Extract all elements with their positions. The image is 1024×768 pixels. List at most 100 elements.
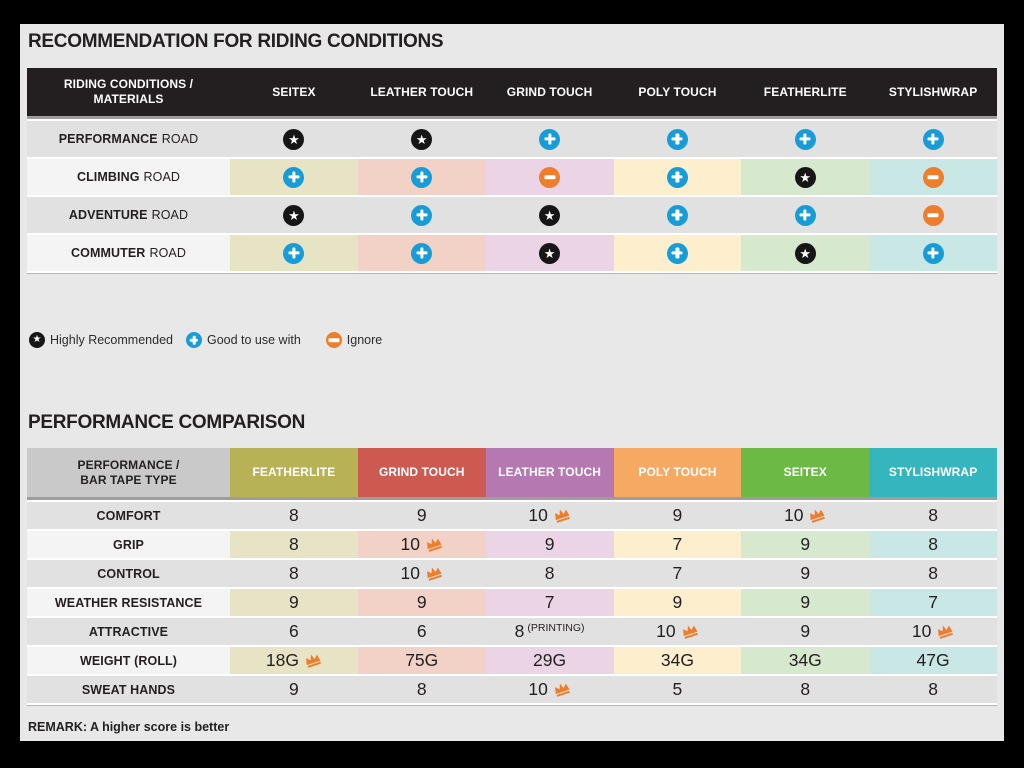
score-value: 9 <box>416 592 427 612</box>
recommendation-cell <box>357 235 486 271</box>
score-value: 7 <box>672 563 683 583</box>
column-header-poly-touch: POLY TOUCH <box>613 448 742 497</box>
recommendation-cell: ★ <box>485 197 614 233</box>
score-value: 7 <box>544 592 555 612</box>
row-performance-road: PERFORMANCE ROAD ★ ★ <box>27 121 997 157</box>
recommendation-cell <box>869 159 997 195</box>
recommendation-cell <box>485 159 614 195</box>
row-label-strong: PERFORMANCE <box>58 132 158 146</box>
score-value: 9 <box>289 592 299 612</box>
score-value: 9 <box>800 592 811 612</box>
plus-icon <box>283 166 305 188</box>
score-cell: 10 <box>485 676 614 703</box>
minus-icon <box>922 166 944 188</box>
score-cell: 8 <box>485 560 614 587</box>
column-header-leather-touch: LEATHER TOUCH <box>370 84 474 99</box>
performance-corner-header: PERFORMANCE / BAR TAPE TYPE <box>27 448 230 497</box>
score-value: 8 <box>928 679 938 699</box>
score-value: 10 <box>400 563 420 583</box>
row-label: COMFORT <box>27 502 230 529</box>
score-cell: 47G <box>869 647 997 674</box>
column-header-seitex: SEITEX <box>741 448 870 497</box>
score-cell: 9 <box>613 502 742 529</box>
row-label-light: ROAD <box>151 208 189 222</box>
plus-icon <box>666 242 688 264</box>
score-value: 8 <box>416 679 427 699</box>
row-weather-resistance: WEATHER RESISTANCE 9 9 7 9 9 7 <box>27 589 997 616</box>
score-value: 9 <box>289 679 299 699</box>
riding-conditions-body: PERFORMANCE ROAD ★ ★ CLIMBING ROAD ★ ADVENTURE R… <box>27 119 997 274</box>
score-value: 10 <box>656 621 676 641</box>
score-value: 8 <box>289 563 299 583</box>
row-label: COMMUTER ROAD <box>27 235 230 271</box>
score-cell: 7 <box>485 589 614 616</box>
recommendation-cell <box>741 197 870 233</box>
score-cell: 8 (PRINTING) <box>485 618 614 645</box>
performance-header-row: PERFORMANCE / BAR TAPE TYPE FEATHERLITE G… <box>27 448 997 500</box>
score-cell: 6 <box>230 618 358 645</box>
crown-icon <box>423 564 445 587</box>
page-content: RECOMMENDATION FOR RIDING CONDITIONS RID… <box>20 24 1004 741</box>
plus-icon <box>922 242 944 264</box>
riding-conditions-table: RIDING CONDITIONS / MATERIALS SEITEX LEAT… <box>27 68 997 274</box>
score-value: 6 <box>416 621 427 641</box>
score-value: 8 <box>928 505 938 525</box>
score-value: 8 <box>289 534 299 554</box>
score-cell: 9 <box>741 589 870 616</box>
score-cell: 9 <box>741 618 870 645</box>
score-cell: 5 <box>613 676 742 703</box>
star-icon: ★ <box>539 204 561 226</box>
score-value: 47G <box>916 650 950 670</box>
row-label: SWEAT HANDS <box>27 676 230 703</box>
recommendation-cell <box>230 159 358 195</box>
score-cell: 10 <box>485 502 614 529</box>
score-value: 8 <box>928 534 938 554</box>
score-value: 10 <box>528 679 548 699</box>
row-label: WEIGHT (ROLL) <box>27 647 230 674</box>
recommendation-cell <box>613 197 742 233</box>
score-value: 5 <box>672 679 683 699</box>
score-cell: 10 <box>869 618 997 645</box>
score-cell: 9 <box>357 502 486 529</box>
row-adventure-road: ADVENTURE ROAD ★ ★ <box>27 197 997 233</box>
legend-label: Ignore <box>346 333 383 347</box>
score-cell: 8 <box>357 676 486 703</box>
recommendation-cell: ★ <box>230 197 358 233</box>
row-label: ADVENTURE ROAD <box>27 197 230 233</box>
score-cell: 6 <box>357 618 486 645</box>
section2-title: PERFORMANCE COMPARISON <box>28 412 305 433</box>
score-value: 9 <box>800 534 811 554</box>
score-value: 18G <box>265 650 299 670</box>
row-label-light: ROAD <box>149 246 186 260</box>
score-cell: 75G <box>357 647 486 674</box>
score-value: 29G <box>533 650 567 670</box>
crown-icon <box>679 622 701 645</box>
score-value: 9 <box>800 621 811 641</box>
score-value: 34G <box>788 650 822 670</box>
score-cell: 9 <box>613 589 742 616</box>
score-value: 9 <box>672 505 683 525</box>
score-cell: 9 <box>230 589 358 616</box>
row-label: PERFORMANCE ROAD <box>27 121 230 157</box>
row-commuter-road: COMMUTER ROAD ★ ★ <box>27 235 997 271</box>
plus-icon <box>666 204 688 226</box>
plus-icon <box>539 128 561 150</box>
score-cell: 7 <box>869 589 997 616</box>
score-value: 10 <box>784 505 804 525</box>
score-value: 9 <box>416 505 427 525</box>
table2-bottom-line <box>27 705 997 706</box>
star-icon: ★ <box>794 242 816 264</box>
score-value: 9 <box>672 592 683 612</box>
recommendation-cell <box>869 197 997 233</box>
score-cell: 10 <box>357 560 486 587</box>
score-value: 10 <box>911 621 932 641</box>
row-weight-roll: WEIGHT (ROLL) 18G 75G 29G 34G 34G 47G <box>27 647 997 674</box>
score-cell: 8 <box>869 531 997 558</box>
recommendation-cell <box>357 159 486 195</box>
crown-icon <box>551 506 573 529</box>
row-climbing-road: CLIMBING ROAD ★ <box>27 159 997 195</box>
star-icon: ★ <box>794 166 816 188</box>
score-cell: 9 <box>741 531 870 558</box>
score-cell: 10 <box>357 531 486 558</box>
score-cell: 9 <box>485 531 614 558</box>
